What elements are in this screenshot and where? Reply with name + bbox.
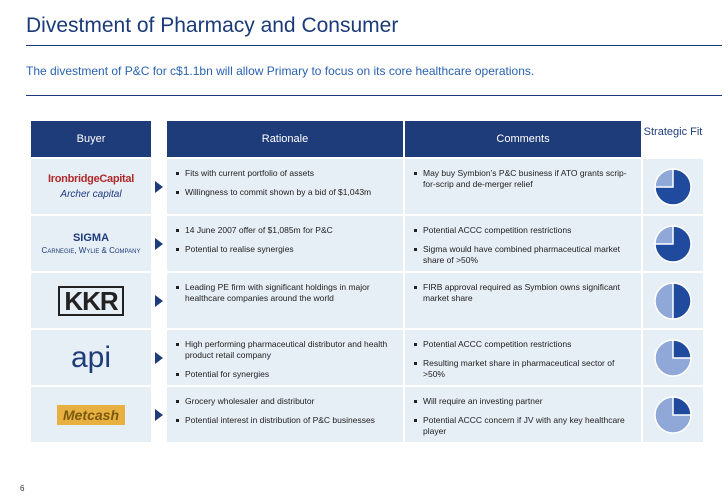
subtitle-divider: [26, 95, 722, 96]
rationale-item: Willingness to commit shown by a bid of …: [173, 187, 397, 198]
comment-item: Potential ACCC competition restrictions: [411, 339, 635, 350]
strategic-fit-pie: [654, 167, 692, 206]
buyer-logo-cell: KKR: [31, 273, 151, 328]
page-subtitle: The divestment of P&C for c$1.1bn will a…: [26, 64, 535, 78]
buyer-logo-cell: IronbridgeCapital Archer capital: [31, 159, 151, 214]
comments-cell: Will require an investing partner Potenti…: [405, 387, 641, 442]
comments-cell: Potential ACCC competition restrictions R…: [405, 330, 641, 385]
strategic-fit-pie: [654, 395, 692, 434]
buyer-logo-text: Carnegie, Wylie & Company: [41, 246, 141, 255]
strategic-fit-pie: [654, 338, 692, 377]
comment-item: Will require an investing partner: [411, 396, 635, 407]
comments-cell: FIRB approval required as Symbion owns s…: [405, 273, 641, 328]
rationale-list: 14 June 2007 offer of $1,085m for P&C Pot…: [173, 225, 397, 255]
buyer-logo-text: KKR: [58, 285, 124, 316]
pie-filled-slice: [672, 338, 692, 359]
comments-cell: Potential ACCC competition restrictions S…: [405, 216, 641, 271]
header-buyer: Buyer: [31, 121, 151, 157]
comment-item: Potential ACCC competition restrictions: [411, 225, 635, 236]
rationale-item: Fits with current portfolio of assets: [173, 168, 397, 179]
comments-list: Potential ACCC competition restrictions R…: [411, 339, 635, 380]
buyer-logo-text: SIGMA: [72, 232, 110, 244]
rationale-cell: Leading PE firm with significant holding…: [167, 273, 403, 328]
row-arrow-icon: [155, 237, 163, 250]
buyer-logo-cell: SIGMA Carnegie, Wylie & Company: [31, 216, 151, 271]
row-arrow-icon: [155, 180, 163, 193]
rationale-item: High performing pharmaceutical distribut…: [173, 339, 397, 361]
title-divider: [26, 45, 722, 46]
row-arrow-icon: [155, 294, 163, 307]
rationale-item: Potential for synergies: [173, 369, 397, 380]
comment-item: Resulting market share in pharmaceutical…: [411, 358, 635, 380]
strategic-fit-pie: [654, 224, 692, 263]
rationale-cell: High performing pharmaceutical distribut…: [167, 330, 403, 385]
buyer-logo-text: Metcash: [56, 404, 126, 425]
comments-list: Potential ACCC competition restrictions S…: [411, 225, 635, 266]
strategic-fit-pie: [654, 281, 692, 320]
rationale-item: Potential interest in distribution of P&…: [173, 415, 397, 426]
header-strategic-fit: Strategic Fit: [643, 126, 703, 138]
comment-item: FIRB approval required as Symbion owns s…: [411, 282, 635, 304]
buyer-logo-text: IronbridgeCapital: [48, 173, 134, 185]
pie-filled-slice: [672, 281, 692, 320]
rationale-item: Grocery wholesaler and distributor: [173, 396, 397, 407]
rationale-item: Leading PE firm with significant holding…: [173, 282, 397, 304]
buyer-logo-cell: api: [31, 330, 151, 385]
buyer-logo-text: Archer capital: [60, 189, 122, 200]
pie-filled-slice: [654, 167, 692, 206]
pie-filled-slice: [672, 395, 692, 416]
comments-list: May buy Symbion’s P&C business if ATO gr…: [411, 168, 635, 190]
comment-item: Sigma would have combined pharmaceutical…: [411, 244, 635, 266]
buyer-logo-cell: Metcash: [31, 387, 151, 442]
rationale-list: Grocery wholesaler and distributor Potent…: [173, 396, 397, 426]
rationale-item: 14 June 2007 offer of $1,085m for P&C: [173, 225, 397, 236]
rationale-list: Fits with current portfolio of assets Wil…: [173, 168, 397, 198]
pie-filled-slice: [654, 224, 692, 263]
buyer-logo-text: api: [70, 340, 112, 374]
rationale-cell: 14 June 2007 offer of $1,085m for P&C Pot…: [167, 216, 403, 271]
rationale-item: Potential to realise synergies: [173, 244, 397, 255]
rationale-cell: Fits with current portfolio of assets Wil…: [167, 159, 403, 214]
row-arrow-icon: [155, 351, 163, 364]
comment-item: Potential ACCC concern if JV with any ke…: [411, 415, 635, 437]
page-number: 6: [20, 484, 25, 493]
rationale-list: Leading PE firm with significant holding…: [173, 282, 397, 304]
rationale-cell: Grocery wholesaler and distributor Potent…: [167, 387, 403, 442]
header-comments: Comments: [405, 121, 641, 157]
row-arrow-icon: [155, 408, 163, 421]
comments-cell: May buy Symbion’s P&C business if ATO gr…: [405, 159, 641, 214]
comments-list: FIRB approval required as Symbion owns s…: [411, 282, 635, 304]
comments-list: Will require an investing partner Potenti…: [411, 396, 635, 437]
comment-item: May buy Symbion’s P&C business if ATO gr…: [411, 168, 635, 190]
page-title: Divestment of Pharmacy and Consumer: [26, 14, 399, 37]
header-rationale: Rationale: [167, 121, 403, 157]
rationale-list: High performing pharmaceutical distribut…: [173, 339, 397, 380]
